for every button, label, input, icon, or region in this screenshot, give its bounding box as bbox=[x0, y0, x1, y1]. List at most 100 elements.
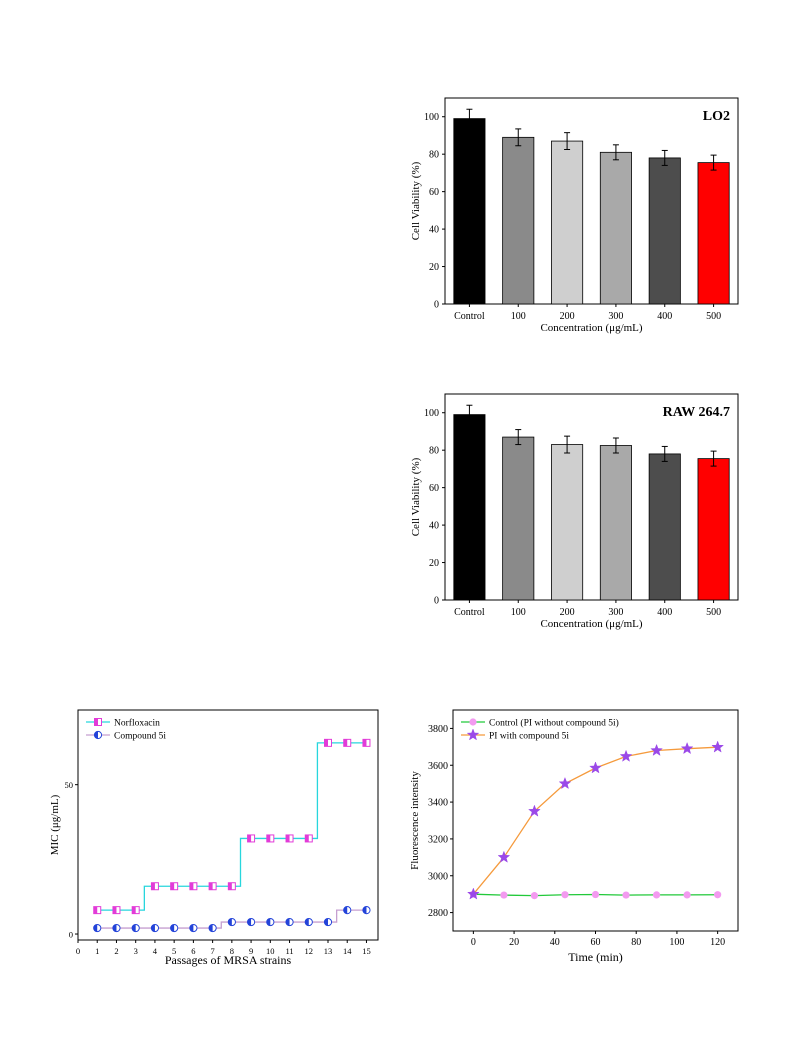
x-tick-label-3: 300 bbox=[608, 607, 623, 618]
series-0-point-3-fill bbox=[151, 882, 155, 890]
series-1-point-10 bbox=[285, 917, 294, 927]
x-tick-label-0: 0 bbox=[471, 937, 476, 948]
x-tick-label-5: 500 bbox=[706, 311, 721, 322]
y-tick-label-1: 20 bbox=[429, 558, 439, 569]
x-tick-label-14: 14 bbox=[343, 946, 352, 956]
series-0-point-1 bbox=[500, 891, 508, 899]
x-tick-label-0: 0 bbox=[76, 946, 80, 956]
series-1-point-4 bbox=[170, 923, 179, 933]
series-0-point-2-fill bbox=[132, 906, 136, 914]
x-tick-label-1: 20 bbox=[509, 937, 519, 948]
series-1-point-5 bbox=[189, 923, 198, 933]
x-tick-label-3: 60 bbox=[591, 937, 601, 948]
series-1-point-3 bbox=[558, 776, 572, 790]
series-0-point-2 bbox=[131, 906, 140, 915]
x-tick-label-13: 13 bbox=[324, 946, 333, 956]
series-0-point-0 bbox=[93, 906, 102, 915]
series-0-point-7 bbox=[227, 882, 236, 891]
series-1-point-3 bbox=[150, 923, 160, 933]
x-tick-label-15: 15 bbox=[362, 946, 371, 956]
x-tick-label-10: 10 bbox=[266, 946, 275, 956]
series-1-point-12 bbox=[323, 917, 333, 927]
chart-title: RAW 264.7 bbox=[663, 405, 730, 420]
x-tick-label-6: 6 bbox=[191, 946, 195, 956]
series-0-point-13 bbox=[343, 738, 352, 747]
y-tick-label-0: 0 bbox=[434, 596, 439, 607]
bar-3 bbox=[599, 445, 632, 601]
bar-1 bbox=[502, 136, 535, 305]
series-0-point-13-fill bbox=[343, 739, 348, 747]
plot-frame bbox=[444, 97, 739, 305]
y-tick-label-2: 40 bbox=[429, 225, 439, 236]
x-tick-label-0: Control bbox=[454, 311, 485, 322]
series-0-point-11 bbox=[304, 834, 313, 843]
series-0-point-3 bbox=[150, 882, 159, 891]
y-tick-label-4: 80 bbox=[429, 446, 439, 457]
series-0-point-4 bbox=[591, 890, 600, 899]
x-axis-label: Passages of MRSA strains bbox=[165, 953, 292, 967]
series-0-point-9 bbox=[266, 834, 275, 843]
y-axis-label: Fluorescence intensity bbox=[409, 771, 421, 870]
bar-0 bbox=[453, 414, 486, 601]
y-axis-label: Cell Viability (%) bbox=[410, 161, 422, 240]
series-1-point-8 bbox=[711, 740, 725, 753]
series-1-point-2-fill bbox=[132, 924, 136, 932]
x-tick-label-12: 12 bbox=[305, 946, 314, 956]
y-tick-label-5: 100 bbox=[424, 408, 439, 419]
x-tick-label-4: 4 bbox=[153, 946, 158, 956]
series-0-point-6-fill bbox=[209, 882, 213, 890]
series-1-point-6 bbox=[208, 923, 217, 933]
series-0-point-5 bbox=[189, 882, 198, 891]
series-1-point-11-fill bbox=[305, 918, 309, 926]
x-tick-label-2: 200 bbox=[560, 311, 575, 322]
series-0-point-6 bbox=[208, 882, 217, 891]
x-tick-label-3: 300 bbox=[608, 311, 623, 322]
series-1-point-6-fill bbox=[209, 924, 213, 932]
series-1-point-0 bbox=[93, 923, 102, 933]
bar-5 bbox=[697, 458, 730, 601]
series-0-point-4-fill bbox=[170, 882, 175, 890]
legend-marker-0 bbox=[94, 718, 102, 726]
series-0-point-5 bbox=[622, 891, 630, 899]
series-0-point-8-fill bbox=[247, 834, 252, 842]
legend-marker-1 bbox=[93, 730, 103, 740]
bar-5 bbox=[697, 162, 730, 305]
series-1-point-1 bbox=[497, 850, 511, 863]
bar-2 bbox=[551, 444, 584, 601]
series-line-0 bbox=[97, 742, 367, 911]
bar-4 bbox=[648, 453, 681, 601]
series-0-point-1-fill bbox=[112, 906, 117, 914]
legend-marker-0-fill bbox=[94, 718, 98, 726]
series-1-point-12-fill bbox=[324, 918, 328, 926]
series-1-point-9-fill bbox=[266, 918, 271, 926]
series-1-point-13-fill bbox=[343, 906, 348, 914]
series-1-point-0 bbox=[466, 887, 480, 900]
series-0-point-5-fill bbox=[189, 882, 194, 890]
series-1-point-10-fill bbox=[285, 918, 290, 926]
legend-marker-1-fill bbox=[94, 731, 98, 739]
y-tick-label-1: 20 bbox=[429, 262, 439, 273]
series-0-point-14 bbox=[362, 738, 371, 747]
lo2-viability-chart: Control 100 200 300 400 500 0 20 40 60 80 100 Concen… bbox=[410, 97, 739, 334]
y-tick-label-2: 40 bbox=[429, 521, 439, 532]
y-tick-label-0: 0 bbox=[434, 300, 439, 311]
y-tick-label-2: 3200 bbox=[428, 834, 448, 845]
x-tick-label-2: 200 bbox=[560, 607, 575, 618]
bar-2 bbox=[551, 140, 584, 305]
y-axis-label: Cell Viability (%) bbox=[410, 457, 422, 536]
x-tick-label-7: 7 bbox=[210, 946, 214, 956]
series-1-point-11 bbox=[304, 917, 313, 927]
series-0-point-10-fill bbox=[286, 834, 290, 842]
x-tick-label-8: 8 bbox=[230, 946, 234, 956]
series-0-point-0-fill bbox=[93, 906, 98, 914]
series-0-point-4 bbox=[170, 882, 179, 891]
x-tick-label-5: 100 bbox=[669, 937, 684, 948]
x-tick-label-5: 500 bbox=[706, 607, 721, 618]
series-0-point-2 bbox=[530, 892, 539, 900]
series-1-point-7 bbox=[680, 741, 694, 755]
raw264-viability-chart: Control 100 200 300 400 500 0 20 40 60 80 100 Concen… bbox=[410, 393, 739, 630]
series-1-point-9 bbox=[266, 917, 275, 927]
series-0-point-10 bbox=[285, 834, 294, 843]
y-tick-label-4: 3600 bbox=[428, 761, 448, 772]
